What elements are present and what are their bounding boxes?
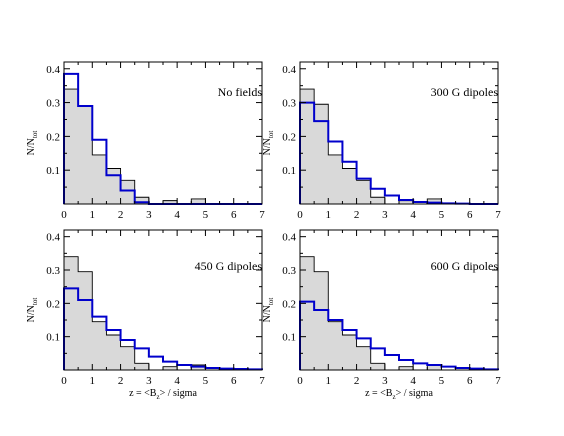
x-tick-label: 7 [495, 209, 501, 221]
panel-annotation: 600 G dipoles [431, 259, 499, 273]
y-tick-label: 0.4 [46, 232, 60, 244]
series-reference-histogram [63, 88, 262, 205]
x-tick-label: 3 [382, 375, 388, 387]
x-axis-label: z = <Bz> / sigma [129, 388, 197, 401]
x-tick-label: 1 [90, 375, 96, 387]
x-tick-label: 3 [146, 209, 152, 221]
panel-annotation: 450 G dipoles [195, 259, 263, 273]
y-tick-label: 0.2 [282, 298, 296, 310]
y-axis-label: N/Ntot [262, 298, 275, 323]
x-tick-label: 5 [439, 375, 445, 387]
panel-1: 0 1 2 3 4 5 6 7 0.1 0.2 0.3 0.4 N/Ntot No fields [26, 61, 265, 221]
y-tick-label: 0.3 [46, 98, 60, 110]
x-tick-label: 6 [467, 209, 473, 221]
x-tick-label: 7 [259, 375, 265, 387]
y-axis-label-text: N/N [26, 305, 37, 322]
y-axis-label-subscript: tot [267, 298, 275, 305]
x-tick-label: 3 [382, 209, 388, 221]
panel-annotation: 300 G dipoles [431, 85, 499, 99]
x-tick-label: 1 [90, 209, 96, 221]
panel-3: 0 1 2 3 4 5 6 7 0.1 0.2 0.3 0.4 N/Ntot z = <Bz> / sig… [26, 229, 265, 401]
series-reference-histogram [299, 256, 498, 371]
y-tick-label: 0.3 [282, 265, 296, 277]
y-tick-label: 0.2 [282, 131, 296, 143]
x-tick-label: 2 [354, 209, 360, 221]
y-tick-label: 0.3 [282, 98, 296, 110]
y-axis-label-subscript: tot [267, 131, 275, 138]
y-axis-label: N/Ntot [262, 131, 275, 156]
x-tick-label: 6 [231, 209, 237, 221]
x-tick-label: 6 [467, 375, 473, 387]
y-axis-label-subscript: tot [31, 298, 39, 305]
x-tick-label: 4 [410, 375, 416, 387]
y-axis-label-text: N/N [262, 138, 273, 155]
x-tick-label: 3 [146, 375, 152, 387]
x-axis-label-text: z = <B [129, 388, 157, 399]
y-tick-label: 0.3 [46, 265, 60, 277]
x-tick-label: 5 [203, 209, 209, 221]
x-tick-label: 7 [495, 375, 501, 387]
x-tick-label: 0 [61, 209, 67, 221]
y-tick-label: 0.1 [46, 332, 60, 344]
y-axis-label-text: N/N [26, 138, 37, 155]
x-tick-label: 0 [61, 375, 67, 387]
y-axis-label: N/Ntot [26, 298, 39, 323]
series-reference-histogram [63, 256, 262, 371]
x-axis-label-rest: > / sigma [396, 388, 434, 399]
x-tick-label: 1 [326, 375, 332, 387]
x-axis-label-text: z = <B [365, 388, 393, 399]
x-tick-label: 1 [326, 209, 332, 221]
y-tick-label: 0.1 [282, 332, 296, 344]
x-tick-label: 2 [118, 209, 124, 221]
y-axis-label-subscript: tot [31, 131, 39, 138]
x-tick-label: 2 [118, 375, 124, 387]
x-tick-label: 4 [174, 209, 180, 221]
panel-2: 0 1 2 3 4 5 6 7 0.1 0.2 0.3 0.4 N/Ntot 300 G dipoles [262, 61, 501, 221]
y-tick-label: 0.1 [46, 165, 60, 177]
x-tick-label: 4 [410, 209, 416, 221]
y-axis-label: N/Ntot [26, 131, 39, 156]
x-tick-label: 6 [231, 375, 237, 387]
series-reference-histogram [299, 88, 498, 205]
x-tick-label: 5 [203, 375, 209, 387]
x-tick-label: 7 [259, 209, 265, 221]
x-axis-label-subscript: z [156, 393, 159, 401]
y-tick-label: 0.4 [282, 64, 296, 76]
x-axis-label-subscript: z [392, 393, 395, 401]
x-tick-label: 5 [439, 209, 445, 221]
x-tick-label: 0 [297, 209, 303, 221]
x-tick-label: 2 [354, 375, 360, 387]
x-axis-label-rest: > / sigma [160, 388, 198, 399]
y-tick-label: 0.2 [46, 298, 60, 310]
y-tick-label: 0.2 [46, 131, 60, 143]
panel-annotation: No fields [218, 85, 263, 99]
x-axis-label: z = <Bz> / sigma [365, 388, 433, 401]
y-tick-label: 0.4 [282, 232, 296, 244]
panel-4: 0 1 2 3 4 5 6 7 0.1 0.2 0.3 0.4 N/Ntot z = <Bz> / sig… [262, 229, 501, 401]
y-tick-label: 0.4 [46, 64, 60, 76]
y-axis-label-text: N/N [262, 305, 273, 322]
y-tick-label: 0.1 [282, 165, 296, 177]
x-tick-label: 4 [174, 375, 180, 387]
x-tick-label: 0 [297, 375, 303, 387]
